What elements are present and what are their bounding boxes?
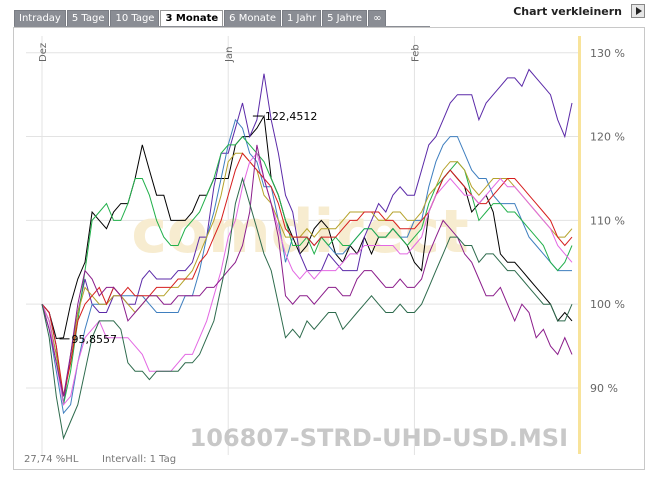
tab-1-jahr[interactable]: 1 Jahr bbox=[281, 10, 322, 26]
series-layer bbox=[41, 68, 573, 440]
watermark: comdirect bbox=[131, 197, 468, 267]
tab-10-tage[interactable]: 10 Tage bbox=[110, 10, 160, 26]
range-tabs: Intraday 5 Tage 10 Tage 3 Monate 6 Monate 1 J… bbox=[14, 10, 387, 26]
x-tick-label: Jan bbox=[224, 47, 235, 63]
x-tick-label: Dez bbox=[38, 43, 49, 62]
symbol-label: 106807-STRD-UHD-USD.MSI bbox=[190, 424, 568, 452]
series-line-4 bbox=[41, 152, 573, 397]
y-axis-bar bbox=[578, 36, 581, 454]
y-tick-label: 90 % bbox=[590, 382, 618, 395]
series-line-5 bbox=[41, 152, 573, 397]
y-tick-label: 130 % bbox=[590, 47, 625, 60]
series-line-7 bbox=[41, 144, 573, 397]
grid bbox=[26, 36, 578, 455]
tab-5-tage[interactable]: 5 Tage bbox=[66, 10, 110, 26]
tab-intraday[interactable]: Intraday bbox=[14, 10, 66, 26]
annotation-label: 122,4512 bbox=[265, 110, 318, 123]
x-tick-label: Feb bbox=[410, 44, 421, 62]
series-line-8 bbox=[41, 176, 573, 440]
play-arrow-icon[interactable] bbox=[631, 4, 645, 18]
footer-range-label: 27,74 %HL bbox=[24, 454, 79, 465]
series-line-6 bbox=[41, 152, 573, 406]
footer-interval-label: Intervall: 1 Tag bbox=[102, 454, 176, 465]
y-tick-label: 110 % bbox=[590, 214, 625, 227]
shrink-chart-label[interactable]: Chart verkleinern bbox=[513, 5, 622, 18]
annotation-label: 95,8557 bbox=[71, 333, 117, 346]
y-tick-label: 100 % bbox=[590, 298, 625, 311]
x-axis: Dez Jan Feb bbox=[38, 43, 421, 63]
y-tick-label: 120 % bbox=[590, 131, 625, 144]
chart-frame bbox=[13, 27, 645, 470]
tab-6-monate[interactable]: 6 Monate bbox=[224, 10, 281, 26]
tab-divider bbox=[14, 26, 430, 27]
tab-infinity[interactable]: ∞ bbox=[368, 10, 387, 26]
y-axis: 90 % 100 % 110 % 120 % 130 % bbox=[578, 36, 625, 454]
tab-5-jahre[interactable]: 5 Jahre bbox=[322, 10, 368, 26]
annotations: 95,8557 122,4512 bbox=[59, 110, 317, 346]
tab-3-monate[interactable]: 3 Monate bbox=[160, 10, 224, 26]
